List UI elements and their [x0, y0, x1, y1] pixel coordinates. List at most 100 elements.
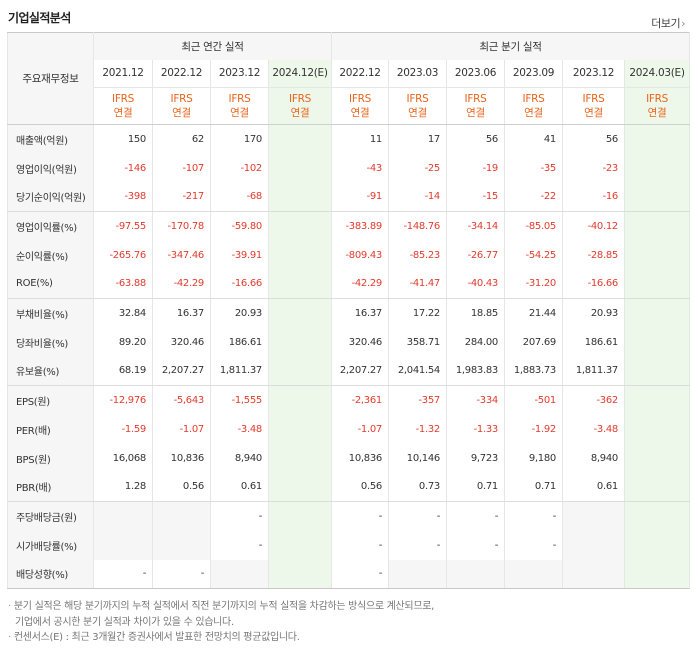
table-cell: 18.85: [446, 298, 505, 328]
table-cell: [623, 182, 691, 212]
table-cell: [623, 153, 691, 183]
table-cell: -1.32: [388, 414, 447, 444]
table-cell: [268, 385, 332, 415]
table-cell: -39.91: [210, 240, 269, 270]
table-cell: -3.48: [210, 414, 269, 444]
table-cell: 358.71: [388, 327, 447, 357]
table-cell: [268, 153, 332, 183]
table-cell: 8,940: [210, 443, 269, 473]
table-cell: [210, 559, 269, 589]
table-cell: -107: [152, 153, 211, 183]
table-cell: [268, 414, 332, 444]
footnote-1: · 분기 실적은 해당 분기까지의 누적 실적에서 직전 분기까지의 누적 실적을…: [8, 601, 435, 612]
table-cell: 1,811.37: [210, 356, 269, 386]
table-cell: 0.61: [562, 472, 625, 502]
table-cell: -1.92: [504, 414, 563, 444]
table-cell: [623, 298, 691, 328]
table-cell: -: [388, 530, 447, 560]
table-cell: 0.73: [388, 472, 447, 502]
table-cell: [268, 356, 332, 386]
table-cell: 0.71: [504, 472, 563, 502]
table-cell: 8,940: [562, 443, 625, 473]
consolidated-label: 연결: [172, 107, 191, 119]
table-cell: -: [331, 530, 389, 560]
table-cell: -19: [446, 153, 505, 183]
table-cell: 16,068: [93, 443, 153, 473]
table-cell: -16: [562, 182, 625, 212]
table-row: 시가배당률(%) - - - - -: [7, 530, 691, 560]
table-cell: -: [331, 501, 389, 531]
table-cell: -: [504, 530, 563, 560]
quarter-header: 최근 분기 실적: [330, 32, 691, 60]
table-cell: 41: [504, 124, 563, 154]
table-cell: 1,983.83: [446, 356, 505, 386]
table-cell: [388, 559, 447, 589]
table-row: 영업이익(억원) -146 -107 -102 -43 -25 -19 -35 -23: [7, 153, 691, 183]
table-cell: -: [331, 559, 389, 589]
table-cell: -148.76: [388, 211, 447, 241]
table-cell: -501: [504, 385, 563, 415]
quarter-ifrs-2: IFRS 연결: [446, 87, 505, 125]
table-cell: 320.46: [152, 327, 211, 357]
table-cell: 170: [210, 124, 269, 154]
row-label: 시가배당률(%): [7, 530, 94, 560]
table-cell: -97.55: [93, 211, 153, 241]
footnote-2: · 컨센서스(E) : 최근 3개월간 증권사에서 발표한 전망치의 평균값입니다…: [8, 632, 300, 643]
footnotes: · 분기 실적은 해당 분기까지의 누적 실적에서 직전 분기까지의 누적 실적을…: [8, 599, 434, 646]
table-cell: -26.77: [446, 240, 505, 270]
table-cell: 9,180: [504, 443, 563, 473]
table-row: PER(배) -1.59 -1.07 -3.48 -1.07 -1.32 -1.33 -1.9…: [7, 414, 691, 444]
header-corner: 주요재무정보: [7, 32, 94, 125]
more-link[interactable]: 더보기›: [651, 15, 685, 31]
table-cell: [623, 501, 691, 531]
table-cell: -398: [93, 182, 153, 212]
table-cell: 10,836: [152, 443, 211, 473]
row-label: 매출액(억원): [7, 124, 94, 154]
table-cell: 1,883.73: [504, 356, 563, 386]
table-cell: 10,836: [331, 443, 389, 473]
table-row: 매출액(억원) 150 62 170 11 17 56 41 56: [7, 124, 691, 154]
table-cell: [623, 269, 691, 299]
table-cell: [268, 327, 332, 357]
quarter-ifrs-4: IFRS 연결: [562, 87, 625, 125]
table-cell: -: [446, 501, 505, 531]
ifrs-label: IFRS: [349, 93, 371, 105]
row-label: 영업이익률(%): [7, 211, 94, 241]
table-cell: 150: [93, 124, 153, 154]
quarter-date-1: 2023.03: [388, 59, 447, 88]
table-cell: 9,723: [446, 443, 505, 473]
ifrs-label: IFRS: [170, 93, 193, 105]
quarter-ifrs-1: IFRS 연결: [388, 87, 447, 125]
table-cell: -: [93, 559, 153, 589]
table-cell: [268, 559, 332, 589]
table-cell: [623, 443, 691, 473]
quarter-date-0: 2022.12: [331, 59, 389, 88]
table-cell: [268, 298, 332, 328]
row-label: 배당성향(%): [7, 559, 94, 589]
ifrs-label: IFRS: [522, 93, 545, 105]
table-row: 유보율(%) 68.19 2,207.27 1,811.37 2,207.27 2,041…: [7, 356, 691, 386]
table-cell: -: [210, 501, 269, 531]
table-cell: [562, 501, 625, 531]
table-cell: 2,041.54: [388, 356, 447, 386]
quarter-date-3: 2023.09: [504, 59, 563, 88]
table-cell: 1.28: [93, 472, 153, 502]
quarter-ifrs-0: IFRS 연결: [331, 87, 389, 125]
table-cell: -16.66: [210, 269, 269, 299]
table-row: 배당성향(%) - - -: [7, 559, 691, 589]
annual-ifrs-2: IFRS 연결: [210, 87, 269, 125]
table-cell: 207.69: [504, 327, 563, 357]
table-cell: -63.88: [93, 269, 153, 299]
table-cell: -15: [446, 182, 505, 212]
table-cell: -170.78: [152, 211, 211, 241]
table-cell: [562, 559, 625, 589]
table-cell: -809.43: [331, 240, 389, 270]
table-cell: [623, 356, 691, 386]
table-cell: 10,146: [388, 443, 447, 473]
table-cell: -12,976: [93, 385, 153, 415]
consolidated-label: 연결: [290, 107, 310, 119]
table-cell: -5,643: [152, 385, 211, 415]
table-cell: -42.29: [152, 269, 211, 299]
table-cell: [446, 559, 505, 589]
table-cell: 11: [331, 124, 389, 154]
